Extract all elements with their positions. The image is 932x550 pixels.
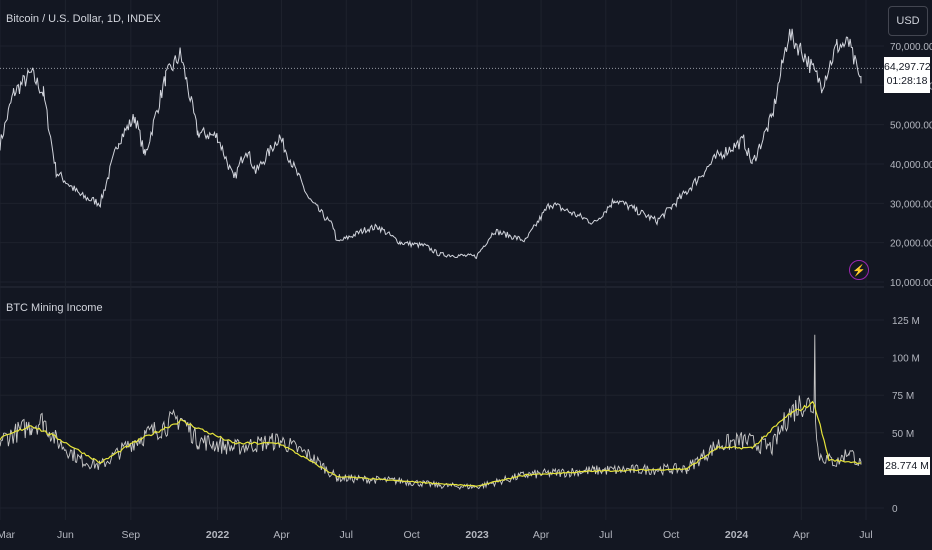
x-tick-label: Mar <box>0 529 16 541</box>
mining-last-badge: 28.774 M <box>884 457 930 475</box>
x-tick-label: 2023 <box>465 529 489 541</box>
x-tick-label: Apr <box>533 529 550 541</box>
x-tick-label: Oct <box>403 529 419 541</box>
x-tick-label: Apr <box>273 529 290 541</box>
indicator-title: BTC Mining Income <box>6 302 103 314</box>
price-y-tick-label: 70,000.00 <box>890 42 932 53</box>
x-tick-label: Apr <box>793 529 810 541</box>
price-y-tick-label: 50,000.00 <box>890 121 932 132</box>
price-y-tick-label: 40,000.00 <box>890 160 932 171</box>
lightning-icon[interactable]: ⚡ <box>849 260 869 280</box>
mining-y-tick-label: 75 M <box>892 391 914 402</box>
x-tick-label: Jul <box>859 529 872 541</box>
currency-button[interactable]: USD <box>888 6 928 36</box>
last-price-value: 64,297.72 <box>884 61 931 73</box>
price-y-tick-label: 10,000.00 <box>890 278 932 289</box>
symbol-title: Bitcoin / U.S. Dollar, 1D, INDEX <box>6 13 161 25</box>
price-y-tick-label: 30,000.00 <box>890 199 932 210</box>
x-tick-label: 2024 <box>725 529 749 541</box>
mining-y-tick-label: 125 M <box>892 316 920 327</box>
mining-y-tick-label: 0 <box>892 504 898 515</box>
price-y-tick-label: 20,000.00 <box>890 239 932 250</box>
x-tick-label: Jun <box>57 529 74 541</box>
x-tick-label: Jul <box>599 529 612 541</box>
mining-y-tick-label: 50 M <box>892 429 914 440</box>
x-tick-label: Oct <box>663 529 679 541</box>
last-price-badge: 64,297.72 01:28:18 <box>884 57 931 93</box>
mining-income-ma-line <box>0 400 862 488</box>
x-tick-label: Jul <box>340 529 353 541</box>
price-series-line <box>0 28 862 260</box>
x-tick-label: Sep <box>121 529 140 541</box>
mining-y-tick-label: 100 M <box>892 354 920 365</box>
x-tick-label: 2022 <box>206 529 230 541</box>
bar-countdown: 01:28:18 <box>886 75 928 87</box>
